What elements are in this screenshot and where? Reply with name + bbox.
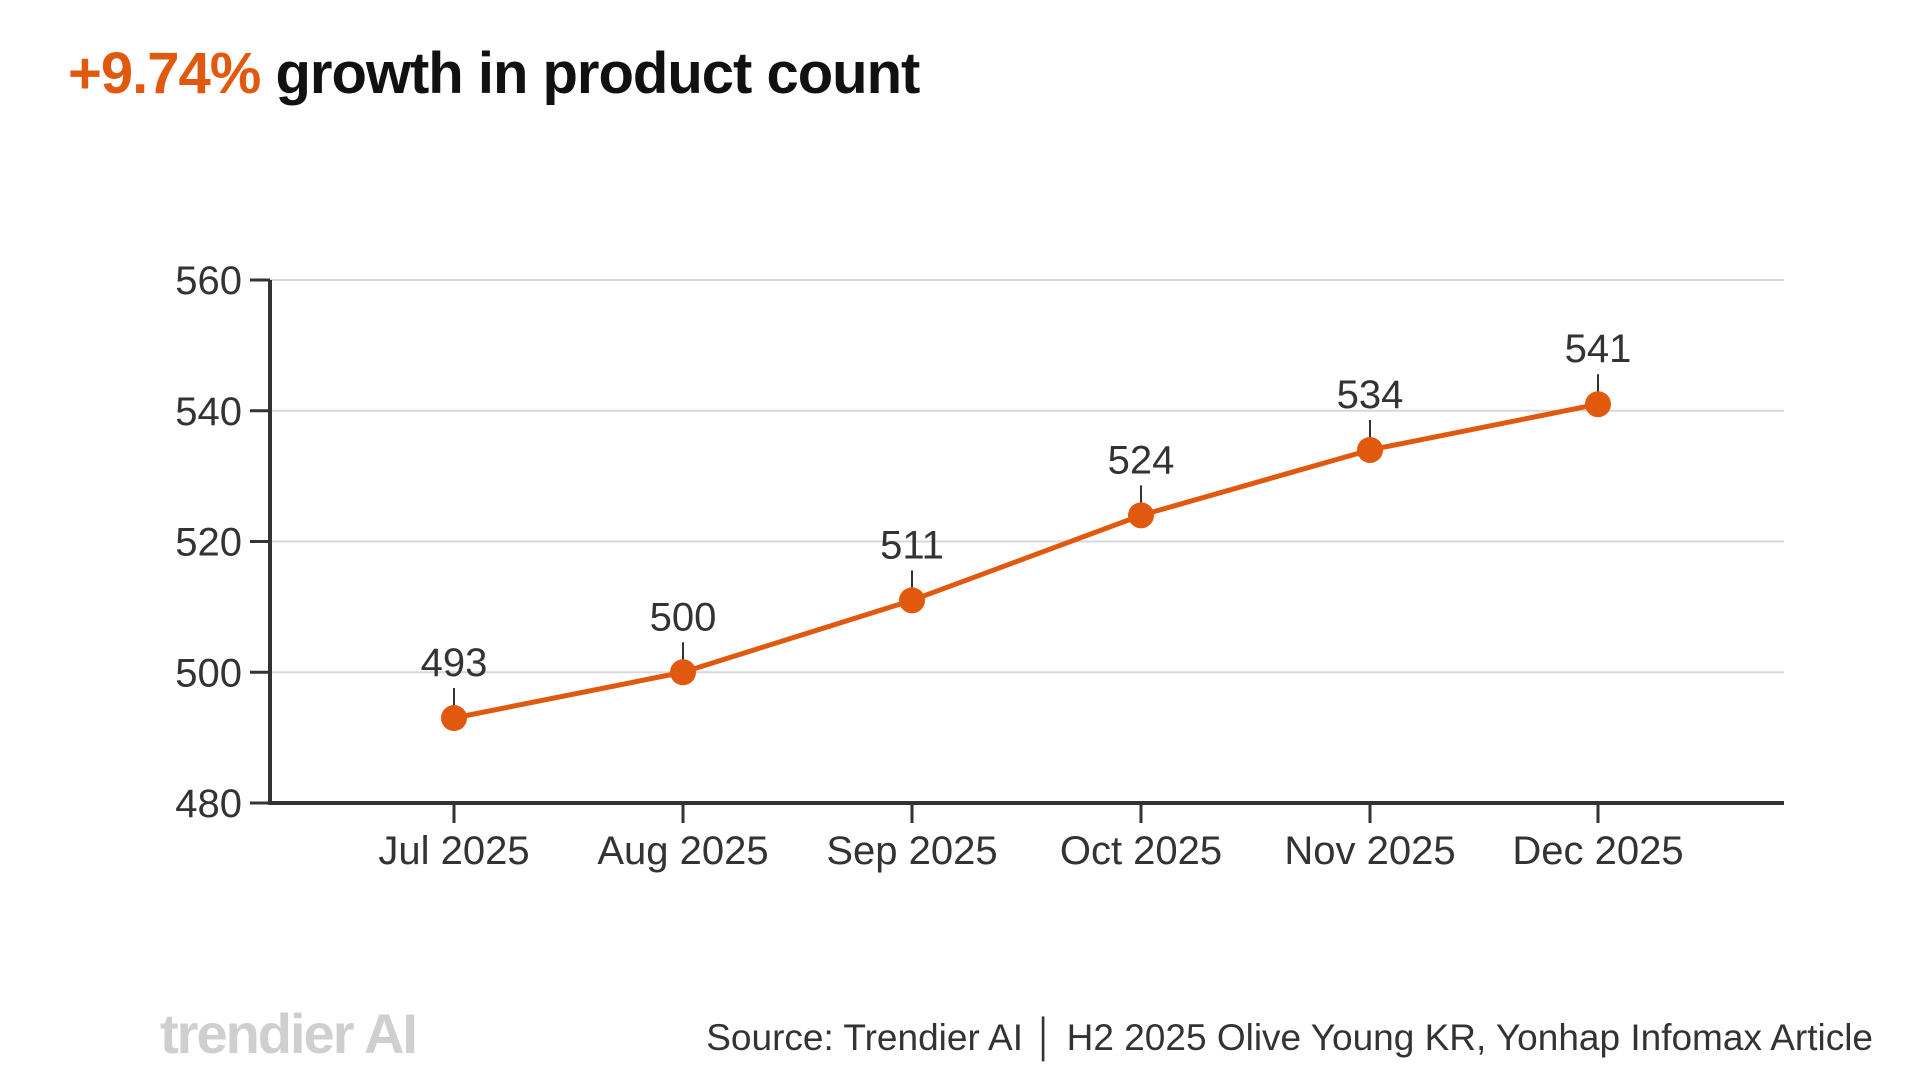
data-point xyxy=(441,705,467,732)
data-label: 511 xyxy=(880,523,944,567)
x-tick-label: Sep 2025 xyxy=(826,829,997,873)
y-tick-label: 480 xyxy=(175,782,242,826)
y-tick-label: 520 xyxy=(175,521,242,565)
data-point xyxy=(1357,436,1383,463)
data-point xyxy=(899,587,925,614)
data-label: 500 xyxy=(650,595,717,639)
chart-title: +9.74% growth in product count xyxy=(68,40,920,107)
series-line xyxy=(453,401,1599,721)
growth-percentage: +9.74% xyxy=(68,41,261,106)
y-tick-label: 500 xyxy=(175,651,242,695)
source-text: Source: Trendier AI │ H2 2025 Olive Youn… xyxy=(706,1016,1873,1062)
x-tick-label: Dec 2025 xyxy=(1512,829,1683,873)
data-label: 534 xyxy=(1337,373,1404,417)
data-point xyxy=(670,659,696,686)
data-point xyxy=(1585,391,1611,418)
title-text: growth in product count xyxy=(260,41,920,106)
trendier-ai-logo: trendier AI xyxy=(160,1002,416,1065)
y-tick-label: 540 xyxy=(175,390,242,434)
data-label: 524 xyxy=(1108,438,1175,482)
data-label: 493 xyxy=(421,641,488,685)
x-tick-label: Jul 2025 xyxy=(378,829,529,873)
data-label: 541 xyxy=(1565,327,1632,371)
x-tick-label: Oct 2025 xyxy=(1060,829,1222,873)
y-tick-label: 560 xyxy=(175,259,242,303)
x-tick-label: Aug 2025 xyxy=(597,829,768,873)
x-tick-label: Nov 2025 xyxy=(1284,829,1455,873)
data-point xyxy=(1128,502,1154,529)
